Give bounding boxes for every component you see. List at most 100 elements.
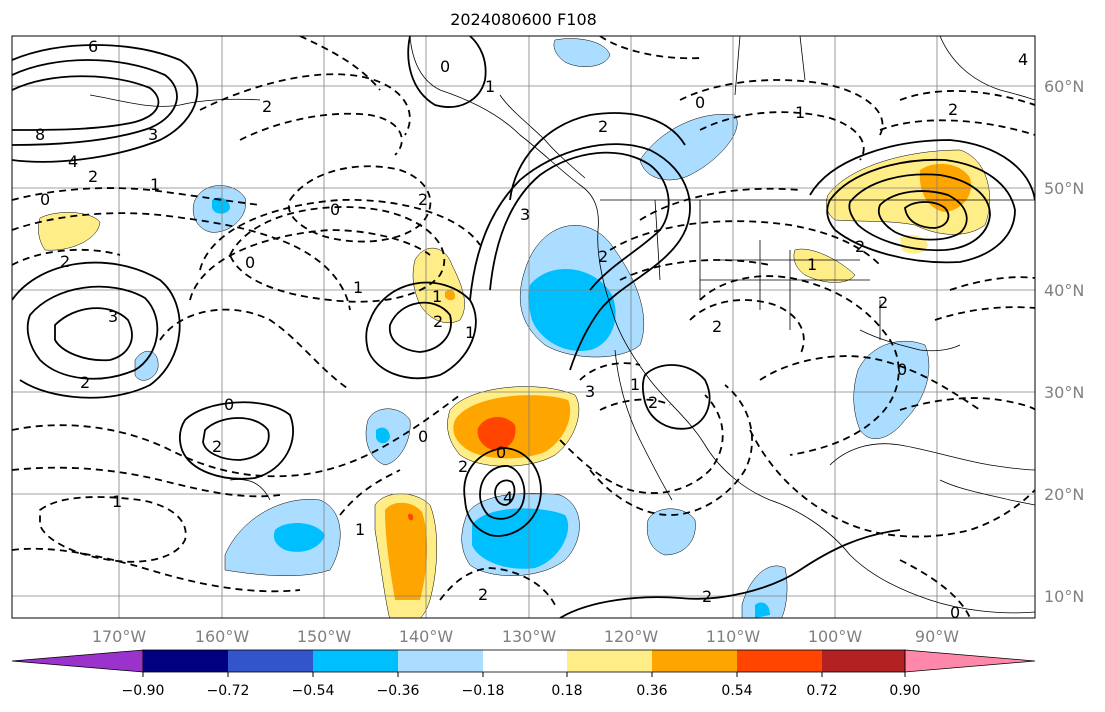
colorbar-label: 0.72 [806, 683, 837, 699]
contour-label: 2 [458, 457, 468, 476]
contour-label: 2 [855, 237, 865, 256]
contour-label: 3 [585, 382, 595, 401]
shade-blue-2 [472, 508, 569, 569]
colorbar-label: 0.54 [721, 683, 752, 699]
colorbar-label: −0.54 [292, 683, 335, 699]
contour-label: 0 [224, 395, 234, 414]
contour-label: 1 [112, 492, 122, 511]
lon-label: 170°W [92, 627, 147, 646]
shade-yellow-3 [793, 248, 856, 283]
lat-label: 20°N [1044, 485, 1084, 504]
contour-labels: 6 8 4 2 0 3 2 3 2 0 1 2 2 1 0 1 0 2 1 2 … [35, 37, 1028, 622]
chart-title: 2024080600 F108 [450, 10, 597, 29]
contour-label: 2 [262, 97, 272, 116]
colorbar-left-extend [11, 649, 144, 673]
contour-label: 1 [355, 520, 365, 539]
contour-label: 0 [496, 443, 506, 462]
shade-blue-4 [212, 197, 230, 214]
colorbar-right-extend [904, 649, 1036, 673]
lon-label: 140°W [399, 627, 454, 646]
shade-blue-3 [273, 523, 325, 552]
shade-lightblue-11 [134, 350, 159, 381]
contour-label: 0 [695, 93, 705, 112]
colorbar-segment [313, 650, 398, 672]
colorbar-label: 0.18 [551, 683, 582, 699]
contour-label: 0 [330, 200, 340, 219]
contour-label: 2 [88, 167, 98, 186]
contour-label: 0 [440, 57, 450, 76]
shade-red-1 [477, 417, 516, 451]
shade-blue-6 [755, 602, 770, 618]
contour-label: 1 [795, 103, 805, 122]
contour-label: 2 [648, 393, 658, 412]
map-frame [11, 35, 1036, 619]
contour-label: 1 [630, 375, 640, 394]
shade-lightblue-8 [647, 508, 696, 556]
colorbar-segment [652, 650, 737, 672]
shade-yellow-1 [38, 212, 101, 251]
lat-label: 50°N [1044, 179, 1084, 198]
latitude-axis: 60°N 50°N 40°N 30°N 20°N 10°N [1044, 77, 1084, 606]
colorbar-label: −0.90 [122, 683, 165, 699]
lon-label: 100°W [808, 627, 863, 646]
colorbar-segment [567, 650, 652, 672]
shade-red-2 [408, 513, 414, 521]
contour-label: 1 [465, 323, 475, 342]
contour-label: 0 [245, 253, 255, 272]
lat-label: 40°N [1044, 281, 1084, 300]
contour-label: 1 [150, 175, 160, 194]
contour-label: 3 [520, 205, 530, 224]
colorbar-label: 0.90 [889, 683, 920, 699]
contour-label: 6 [88, 37, 98, 56]
contour-label: 2 [878, 293, 888, 312]
contour-label: 3 [108, 307, 118, 326]
lat-label: 30°N [1044, 383, 1084, 402]
contour-label: 0 [897, 360, 907, 379]
lat-label: 60°N [1044, 77, 1084, 96]
colorbar: −0.90 −0.72 −0.54 −0.36 −0.18 0.18 0.36 … [11, 649, 1036, 699]
lon-label: 90°W [915, 627, 959, 646]
contour-label: 1 [432, 287, 442, 306]
contour-label: 2 [702, 587, 712, 606]
colorbar-frame [142, 649, 906, 673]
colorbar-segment [483, 650, 567, 672]
contour-label: 4 [68, 152, 78, 171]
shade-orange-2 [385, 502, 428, 600]
longitude-axis: 170°W 160°W 150°W 140°W 130°W 120°W 110°… [92, 627, 959, 646]
lon-label: 110°W [706, 627, 761, 646]
contour-label: 0 [950, 603, 960, 622]
gridlines [12, 36, 1035, 618]
contour-label: 3 [148, 125, 158, 144]
contour-label: 1 [807, 255, 817, 274]
contour-label: 2 [212, 437, 222, 456]
contour-label: 4 [503, 488, 513, 507]
colorbar-label: −0.72 [207, 683, 250, 699]
colorbar-label: 0.36 [636, 683, 667, 699]
contour-label: 2 [598, 117, 608, 136]
shade-orange-4 [445, 290, 456, 301]
lon-label: 150°W [297, 627, 352, 646]
lon-label: 120°W [604, 627, 659, 646]
contour-label: 2 [948, 100, 958, 119]
shade-lightblue-2 [553, 38, 611, 67]
contour-label: 4 [1018, 50, 1028, 69]
colorbar-label: −0.18 [462, 683, 505, 699]
shade-blue-1 [528, 268, 616, 351]
colorbar-segment [228, 650, 313, 672]
colorbar-segment [398, 650, 483, 672]
lat-label: 10°N [1044, 587, 1084, 606]
colorbar-ticks [142, 672, 906, 677]
contour-label: 2 [478, 585, 488, 604]
contour-label: 2 [712, 317, 722, 336]
contour-label: 2 [80, 373, 90, 392]
contour-label: 0 [40, 190, 50, 209]
contour-label: 2 [418, 190, 428, 209]
contour-label: 1 [485, 77, 495, 96]
contour-label: 1 [353, 278, 363, 297]
colorbar-segment [143, 650, 228, 672]
contour-label: 2 [598, 247, 608, 266]
contour-label: 0 [418, 427, 428, 446]
colorbar-segment [822, 650, 905, 672]
lon-label: 160°W [195, 627, 250, 646]
